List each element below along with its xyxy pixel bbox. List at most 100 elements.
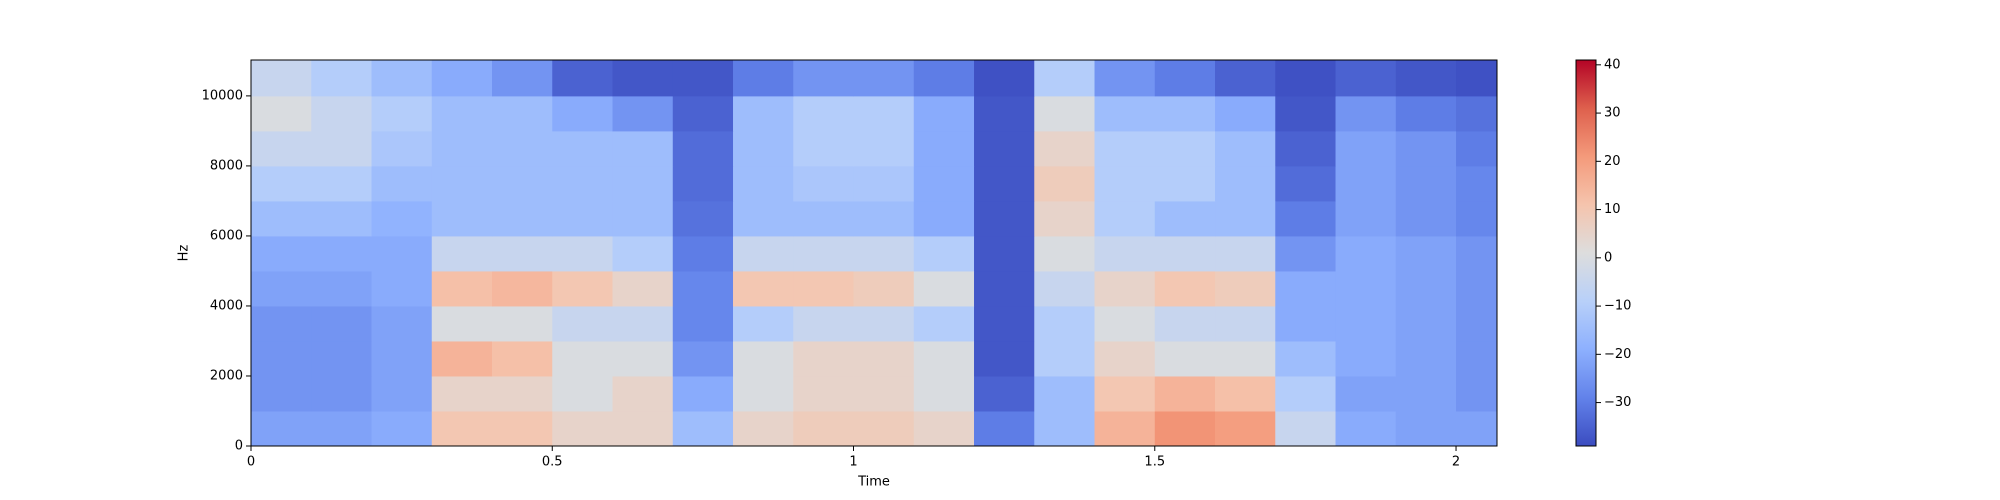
heatmap-cell (612, 270, 674, 307)
heatmap-cell (853, 235, 915, 272)
heatmap-cell (1335, 305, 1397, 342)
heatmap-cell (793, 60, 855, 97)
heatmap-cell (431, 410, 493, 447)
y-tick-label: 2000 (210, 368, 243, 383)
colorbar-tick-label: −20 (1604, 347, 1631, 362)
heatmap-cell (1154, 60, 1216, 97)
heatmap-cell (913, 410, 975, 447)
heatmap-cell (853, 165, 915, 202)
heatmap-cell (431, 60, 493, 97)
heatmap-cell (1456, 200, 1498, 237)
heatmap-cell (1395, 340, 1457, 377)
heatmap-cell (431, 200, 493, 237)
heatmap-cell (1335, 165, 1397, 202)
heatmap-cell (1215, 60, 1276, 97)
heatmap-cell (1335, 410, 1397, 447)
heatmap-cell (1335, 95, 1397, 132)
heatmap-cell (371, 235, 433, 272)
heatmap-cell (1335, 60, 1397, 97)
heatmap-cell (974, 235, 1035, 272)
heatmap-cell (1395, 60, 1457, 97)
heatmap-cell (1215, 410, 1276, 447)
heatmap-cell (1094, 95, 1156, 132)
heatmap-cell (1335, 375, 1397, 412)
heatmap-cell (1215, 165, 1276, 202)
x-axis-label: Time (857, 475, 890, 490)
heatmap-cell (371, 305, 433, 342)
heatmap-cell (251, 270, 312, 307)
heatmap-cell (251, 60, 312, 97)
heatmap-cell (612, 60, 674, 97)
heatmap-cell (1154, 130, 1216, 167)
heatmap-cell (1456, 305, 1498, 342)
heatmap-cell (371, 95, 433, 132)
heatmap-cell (1215, 95, 1276, 132)
heatmap-cell (1034, 200, 1096, 237)
heatmap-cell (1275, 200, 1337, 237)
heatmap-cell (672, 60, 734, 97)
heatmap-cell (733, 270, 794, 307)
heatmap-cell (251, 375, 312, 412)
heatmap-cell (793, 375, 855, 412)
heatmap-cell (1215, 375, 1276, 412)
heatmap-cell (1034, 95, 1096, 132)
heatmap-cell (733, 235, 794, 272)
heatmap-cell (251, 165, 312, 202)
heatmap-cell (974, 165, 1035, 202)
heatmap-cell (853, 375, 915, 412)
heatmap-cell (913, 235, 975, 272)
y-axis-label: Hz (177, 245, 192, 262)
heatmap-cell (1094, 130, 1156, 167)
heatmap-cell (612, 375, 674, 412)
heatmap-cell (913, 270, 975, 307)
heatmap-cell (974, 305, 1035, 342)
heatmap-cell (1094, 60, 1156, 97)
heatmap-cell (853, 95, 915, 132)
heatmap-cell (672, 95, 734, 132)
heatmap-cell (853, 270, 915, 307)
heatmap-cell (1395, 95, 1457, 132)
heatmap-cell (1215, 235, 1276, 272)
heatmap-cell (1275, 270, 1337, 307)
heatmap-cell (251, 340, 312, 377)
y-tick-label: 10000 (202, 88, 243, 103)
heatmap-cell (974, 340, 1035, 377)
heatmap-cell (612, 235, 674, 272)
heatmap-cell (1275, 60, 1337, 97)
heatmap-cell (311, 340, 373, 377)
heatmap-cell (251, 130, 312, 167)
heatmap-cell (1456, 375, 1498, 412)
heatmap-cell (1034, 235, 1096, 272)
heatmap-cell (1154, 200, 1216, 237)
heatmap-cell (431, 95, 493, 132)
heatmap-cell (853, 200, 915, 237)
heatmap-cell (974, 95, 1035, 132)
colorbar-tick-label: −10 (1604, 299, 1631, 314)
heatmap-cell (1215, 270, 1276, 307)
heatmap-cell (311, 305, 373, 342)
heatmap-cell (492, 340, 553, 377)
heatmap-cell (1275, 235, 1337, 272)
heatmap-cell (913, 60, 975, 97)
heatmap-cell (492, 60, 553, 97)
heatmap-cell (733, 200, 794, 237)
heatmap-cell (1275, 410, 1337, 447)
heatmap-cell (431, 270, 493, 307)
heatmap-cell (311, 410, 373, 447)
x-tick-label: 1.5 (1144, 455, 1165, 470)
heatmap-cell (1395, 270, 1457, 307)
heatmap-cell (552, 410, 614, 447)
heatmap-cell (913, 340, 975, 377)
heatmap-cell (672, 305, 734, 342)
colorbar (1575, 59, 1597, 447)
heatmap-cell (913, 165, 975, 202)
heatmap-cell (974, 60, 1035, 97)
heatmap-cell (793, 95, 855, 132)
x-tick-label: 0 (247, 455, 255, 470)
heatmap-cell (552, 130, 614, 167)
heatmap-cell (251, 235, 312, 272)
heatmap-cell (1154, 165, 1216, 202)
heatmap-cell (1456, 165, 1498, 202)
heatmap-cell (311, 130, 373, 167)
heatmap-cell (672, 270, 734, 307)
